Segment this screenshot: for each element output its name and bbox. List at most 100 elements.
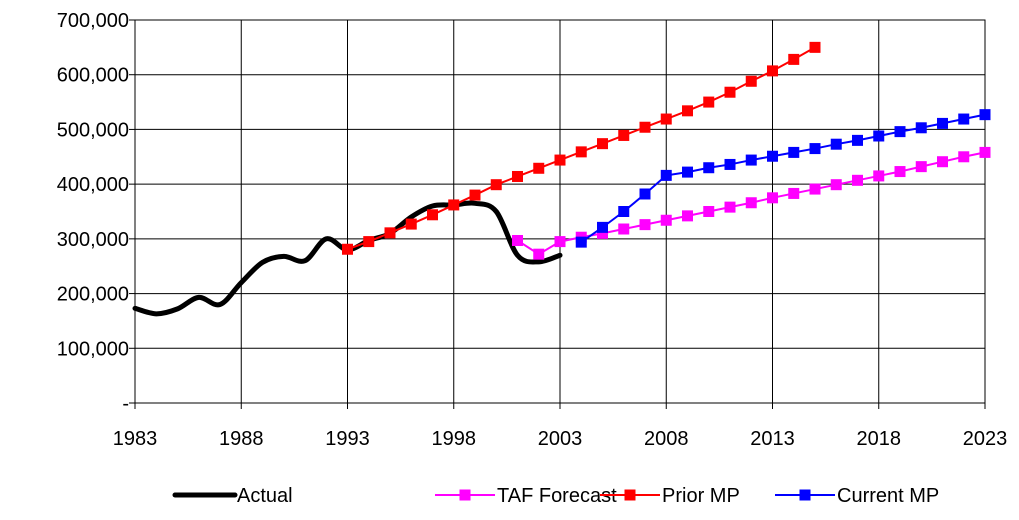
- data-point: [639, 188, 651, 200]
- legend-label: Current MP: [837, 485, 939, 507]
- data-point: [597, 227, 608, 239]
- data-point: [830, 138, 842, 150]
- data-point: [809, 41, 821, 53]
- data-point: [533, 162, 545, 174]
- y-tick-label: 400,000: [57, 174, 129, 196]
- data-point: [682, 105, 693, 117]
- data-point: [958, 151, 970, 163]
- x-tick-label: 2023: [963, 428, 1008, 450]
- y-tick-label: 100,000: [57, 338, 129, 360]
- data-point: [937, 117, 948, 129]
- data-point: [618, 129, 630, 141]
- data-point: [873, 170, 885, 182]
- data-point: [788, 187, 800, 199]
- data-point: [639, 219, 651, 231]
- data-point: [490, 179, 502, 191]
- data-point: [384, 227, 396, 239]
- data-point: [405, 218, 417, 230]
- data-point: [979, 146, 991, 158]
- data-point: [512, 234, 523, 246]
- data-point: [830, 179, 842, 191]
- legend-item-actual: Actual: [172, 485, 293, 507]
- data-point: [618, 223, 630, 235]
- data-point: [342, 243, 353, 255]
- data-point: [724, 86, 736, 98]
- data-point: [512, 170, 523, 182]
- legend-label: Actual: [237, 485, 293, 507]
- data-point: [724, 201, 736, 213]
- data-point: [767, 65, 778, 77]
- data-point: [660, 169, 672, 181]
- legend-item-prior-mp: Prior MP: [600, 485, 740, 507]
- y-tick-label: 700,000: [57, 10, 129, 32]
- series-prior-mp: [342, 41, 821, 255]
- data-point: [852, 174, 863, 186]
- legend-item-current-mp: Current MP: [775, 485, 939, 507]
- x-tick-label: 1993: [325, 428, 370, 450]
- data-point: [809, 143, 821, 155]
- data-point: [745, 197, 757, 209]
- y-tick-label: 600,000: [57, 65, 129, 87]
- data-point: [809, 183, 821, 195]
- data-point: [873, 130, 885, 142]
- data-point: [554, 236, 566, 248]
- data-point: [915, 122, 927, 134]
- data-point: [979, 109, 991, 121]
- data-point: [703, 162, 715, 174]
- data-point: [363, 236, 375, 248]
- data-point: [937, 156, 948, 168]
- legend-marker: [799, 489, 811, 501]
- legend-marker: [459, 489, 471, 501]
- data-point: [575, 236, 587, 248]
- x-tick-label: 1988: [219, 428, 264, 450]
- data-point: [618, 206, 630, 217]
- data-point: [703, 96, 715, 108]
- data-point: [915, 161, 927, 173]
- series-group: [132, 41, 991, 317]
- y-tick-label: 500,000: [57, 119, 129, 141]
- x-tick-label: 2013: [750, 428, 795, 450]
- y-axis-ticks: - 100,000 200,000 300,000 400,000 500,000 600,…: [57, 10, 135, 415]
- legend: Actual TAF Forecast Prior MP Current MP: [172, 485, 939, 507]
- data-point: [852, 134, 863, 146]
- data-point: [767, 192, 778, 204]
- data-point: [533, 248, 545, 260]
- x-tick-label: 1998: [432, 428, 477, 450]
- data-point: [469, 189, 481, 201]
- data-point: [682, 166, 693, 178]
- legend-label: TAF Forecast: [497, 485, 617, 507]
- data-point: [660, 214, 672, 226]
- data-point: [682, 210, 693, 222]
- y-tick-label: -: [122, 393, 129, 415]
- x-tick-label: 1983: [113, 428, 158, 450]
- x-axis-ticks: 1983 1988 1993 1998 2003 2008 2013 2018 2023: [113, 403, 1008, 450]
- data-point: [703, 206, 715, 217]
- legend-marker: [624, 489, 636, 501]
- data-point: [639, 121, 651, 133]
- data-point: [745, 154, 757, 166]
- legend-item-taf-forecast: TAF Forecast: [435, 485, 617, 507]
- data-point: [767, 150, 778, 162]
- data-point: [894, 166, 906, 178]
- data-point: [597, 221, 608, 233]
- gridlines: [135, 20, 985, 403]
- data-point: [427, 209, 438, 221]
- x-tick-label: 2008: [644, 428, 689, 450]
- x-tick-label: 2018: [857, 428, 902, 450]
- data-point: [894, 126, 906, 138]
- data-point: [788, 53, 800, 65]
- x-tick-label: 2003: [538, 428, 583, 450]
- legend-label: Prior MP: [662, 485, 740, 507]
- data-point: [660, 113, 672, 125]
- series-taf-forecast: [512, 146, 991, 260]
- data-point: [597, 138, 608, 150]
- y-tick-label: 300,000: [57, 229, 129, 251]
- data-point: [958, 113, 970, 125]
- data-point: [554, 154, 566, 166]
- data-point: [448, 199, 460, 211]
- series-current-mp: [575, 109, 991, 248]
- y-tick-label: 200,000: [57, 284, 129, 306]
- data-point: [788, 146, 800, 158]
- data-point: [724, 158, 736, 170]
